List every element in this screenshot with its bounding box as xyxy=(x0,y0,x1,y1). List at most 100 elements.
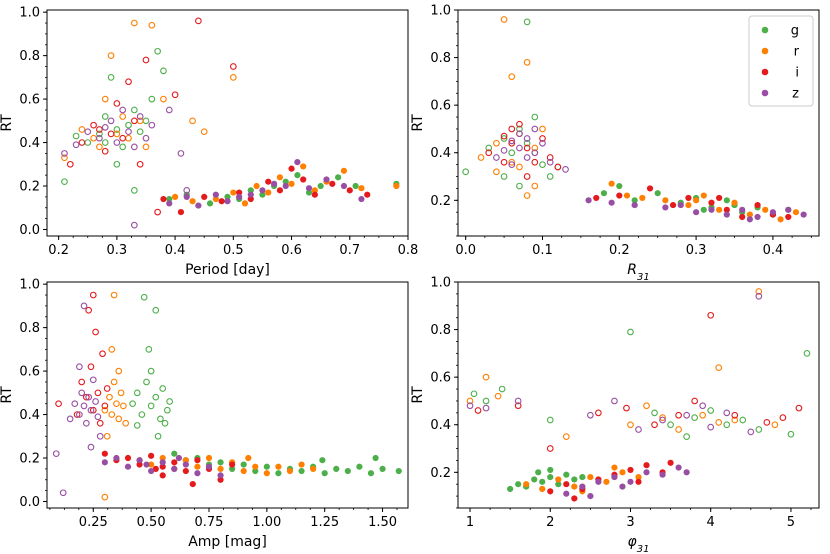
data-point-i-open xyxy=(130,117,138,125)
x-tick-label: 1.50 xyxy=(368,515,397,530)
data-point-g-open xyxy=(523,18,531,26)
data-point-r-filled xyxy=(182,457,189,464)
data-point-g-open xyxy=(140,293,148,301)
data-point-r-open xyxy=(61,154,68,162)
data-point-z-open xyxy=(635,426,642,433)
data-point-i-open xyxy=(136,160,144,168)
data-point-z-open xyxy=(76,411,83,418)
data-point-z-open xyxy=(52,450,60,458)
data-point-g-open xyxy=(500,135,508,142)
y-tick-label: 0.2 xyxy=(19,180,40,195)
data-point-z-filled xyxy=(224,198,231,205)
data-point-i-filled xyxy=(218,198,225,205)
data-point-i-filled xyxy=(329,180,336,187)
data-point-g-open xyxy=(508,149,516,157)
data-point-r-open xyxy=(90,134,97,142)
plot-area xyxy=(61,17,400,229)
data-point-g-open xyxy=(138,411,146,418)
x-tick-label: 0.6 xyxy=(281,243,302,258)
data-point-r-open xyxy=(122,419,130,427)
data-point-z-open xyxy=(89,376,97,384)
data-point-i-open xyxy=(99,350,106,358)
data-point-z-open xyxy=(562,166,569,173)
y-tick-label: 0.4 xyxy=(430,146,451,161)
data-point-r-filled xyxy=(635,473,642,481)
data-point-g-filled xyxy=(571,476,578,483)
data-point-i-filled xyxy=(160,195,167,203)
data-point-r-open xyxy=(531,144,539,152)
data-point-g-open xyxy=(133,389,141,397)
data-point-g-open xyxy=(133,422,141,429)
data-point-g-open xyxy=(627,328,634,336)
data-point-i-open xyxy=(171,91,179,99)
axes-frame xyxy=(46,9,409,237)
data-point-r-open xyxy=(101,95,109,103)
data-point-r-open xyxy=(508,73,516,80)
data-point-r-filled xyxy=(240,467,247,475)
x-axis-label: Period [day] xyxy=(185,262,270,278)
data-point-z-open xyxy=(142,134,150,142)
data-point-i-open xyxy=(66,160,74,168)
data-point-r-filled xyxy=(194,463,201,470)
data-point-r-open xyxy=(539,125,546,133)
data-point-z-filled xyxy=(305,185,313,192)
data-point-i-open xyxy=(94,389,102,397)
data-point-r-open xyxy=(531,182,539,190)
data-point-g-open xyxy=(166,398,173,405)
data-point-z-filled xyxy=(627,478,634,485)
data-point-g-open xyxy=(516,125,523,133)
data-point-z-filled xyxy=(182,461,189,468)
data-point-z-filled xyxy=(662,204,669,211)
data-point-r-open xyxy=(148,21,156,29)
data-point-z-filled xyxy=(683,469,690,476)
data-point-r-open xyxy=(755,288,763,295)
data-point-z-open xyxy=(183,187,191,194)
data-point-g-open xyxy=(691,414,699,421)
x-tick-label: 0.4 xyxy=(165,243,186,258)
data-point-g-open xyxy=(462,168,470,176)
data-point-i-open xyxy=(546,154,554,161)
data-point-r-filled xyxy=(298,461,305,468)
data-point-g-filled xyxy=(654,190,661,197)
data-point-z-open xyxy=(136,113,144,120)
data-point-g-filled xyxy=(252,467,259,475)
data-point-g-open xyxy=(157,415,164,423)
data-point-r-filled xyxy=(286,467,294,475)
data-point-r-filled xyxy=(159,454,166,462)
data-point-r-filled xyxy=(700,192,707,199)
data-point-i-filled xyxy=(148,452,155,459)
data-point-z-open xyxy=(508,161,516,168)
data-point-z-open xyxy=(87,406,95,414)
data-point-i-open xyxy=(500,158,508,166)
data-point-i-open xyxy=(195,17,202,25)
data-point-i-open xyxy=(78,378,86,386)
legend-label-r: r xyxy=(794,45,800,60)
data-point-z-filled xyxy=(739,206,746,213)
data-point-g-open xyxy=(130,106,138,114)
data-point-i-filled xyxy=(669,201,677,209)
data-point-i-filled xyxy=(635,478,642,485)
data-point-i-filled xyxy=(236,189,243,196)
legend-marker-z xyxy=(761,89,769,97)
data-point-i-open xyxy=(119,134,127,142)
data-point-i-open xyxy=(779,414,787,421)
data-point-g-filled xyxy=(259,191,266,198)
data-point-g-open xyxy=(523,139,531,147)
data-point-i-filled xyxy=(708,199,715,206)
data-point-z-open xyxy=(66,415,74,423)
data-point-i-open xyxy=(142,56,150,64)
data-point-i-filled xyxy=(136,461,143,468)
data-point-g-filled xyxy=(171,450,178,457)
data-point-i-filled xyxy=(276,187,284,194)
x-axis-label: φ31 xyxy=(628,534,650,554)
data-point-r-open xyxy=(120,402,127,410)
plot-area xyxy=(52,291,402,501)
data-point-r-open xyxy=(477,154,485,161)
data-point-i-filled xyxy=(177,208,185,216)
data-point-z-filled xyxy=(159,459,166,466)
data-point-z-filled xyxy=(643,469,650,476)
data-point-z-open xyxy=(514,397,522,405)
data-point-i-open xyxy=(707,311,715,319)
data-point-r-open xyxy=(500,16,508,23)
